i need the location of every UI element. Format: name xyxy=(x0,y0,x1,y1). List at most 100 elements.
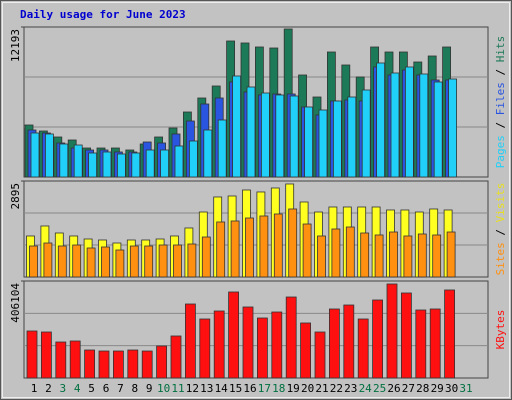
x-tick-label: 5 xyxy=(88,382,95,395)
bar xyxy=(158,244,168,278)
bar xyxy=(173,244,182,278)
x-tick-label: 19 xyxy=(287,382,300,395)
bar xyxy=(374,234,384,278)
bar xyxy=(357,318,369,379)
bar xyxy=(102,151,112,178)
bar xyxy=(446,231,456,278)
bar xyxy=(419,73,429,178)
bar xyxy=(156,345,168,379)
bar xyxy=(55,341,67,379)
bar xyxy=(144,245,154,278)
bar xyxy=(288,208,298,278)
bar xyxy=(372,299,384,379)
x-tick-label: 24 xyxy=(359,382,373,395)
bar xyxy=(30,132,40,178)
bar xyxy=(26,330,38,379)
bar xyxy=(242,306,254,379)
x-tick-label: 6 xyxy=(103,382,110,395)
legend-separator: / xyxy=(494,115,507,135)
x-tick-label: 18 xyxy=(272,382,285,395)
bar xyxy=(275,94,285,178)
legend: KBytes xyxy=(494,310,507,350)
bar xyxy=(101,246,110,278)
x-tick-label: 14 xyxy=(215,382,229,395)
bar xyxy=(448,78,458,178)
bar xyxy=(170,335,182,379)
bar xyxy=(328,308,340,379)
bar xyxy=(433,81,443,178)
bar xyxy=(113,350,124,379)
legend-entry: Pages xyxy=(494,135,507,168)
bar xyxy=(216,221,226,278)
bar xyxy=(160,149,170,178)
bar xyxy=(304,106,314,178)
bar xyxy=(141,350,153,379)
x-tick-label: 8 xyxy=(131,382,138,395)
bar xyxy=(131,152,141,178)
bar xyxy=(386,283,398,379)
bar xyxy=(199,318,211,379)
bar xyxy=(98,350,110,379)
x-tick-label: 29 xyxy=(431,382,444,395)
bar xyxy=(271,311,283,379)
bar xyxy=(403,235,413,278)
x-tick-label: 31 xyxy=(459,382,472,395)
bar xyxy=(232,75,242,178)
x-tick-label: 22 xyxy=(330,382,343,395)
chart-title: Daily usage for June 2023 xyxy=(20,8,186,21)
x-tick-label: 2 xyxy=(45,382,52,395)
x-tick-label: 13 xyxy=(200,382,213,395)
bar xyxy=(361,89,371,178)
bar xyxy=(400,292,412,379)
bar xyxy=(127,349,139,379)
x-tick-label: 17 xyxy=(258,382,271,395)
legend-separator: / xyxy=(494,222,507,242)
bar xyxy=(145,149,155,178)
bar xyxy=(417,233,427,278)
x-tick-label: 16 xyxy=(243,382,256,395)
y-tick-label: 12193 xyxy=(9,29,22,62)
bar xyxy=(404,66,414,178)
bar xyxy=(174,145,184,178)
bar xyxy=(228,291,240,379)
bar xyxy=(376,62,386,178)
legend-entry: Files xyxy=(494,82,507,115)
bar xyxy=(230,220,240,278)
x-tick-label: 26 xyxy=(387,382,400,395)
bar xyxy=(343,304,355,379)
bar xyxy=(389,231,398,278)
x-tick-label: 25 xyxy=(373,382,386,395)
bar xyxy=(360,232,370,278)
bar xyxy=(332,100,342,178)
bar xyxy=(285,296,297,379)
bar xyxy=(29,245,38,278)
bar xyxy=(432,234,442,278)
legend-entry: Visits xyxy=(494,183,507,223)
bar xyxy=(415,309,427,379)
bar xyxy=(217,119,227,178)
bar xyxy=(59,143,69,178)
x-tick-label: 21 xyxy=(315,382,328,395)
bar xyxy=(129,245,139,278)
bar xyxy=(318,109,328,178)
bar xyxy=(45,133,54,178)
bar xyxy=(72,244,82,278)
bar xyxy=(115,249,125,278)
bar xyxy=(84,349,95,379)
bar xyxy=(73,144,83,178)
bar xyxy=(345,226,355,278)
legend: Sites / Visits xyxy=(494,183,507,276)
x-tick-label: 12 xyxy=(186,382,199,395)
legend-entry: Hits xyxy=(494,36,507,63)
x-tick-label: 15 xyxy=(229,382,242,395)
legend-entry: Sites xyxy=(494,242,507,275)
bar xyxy=(429,308,441,379)
bar xyxy=(201,236,211,278)
x-tick-label: 23 xyxy=(344,382,357,395)
x-tick-label: 27 xyxy=(402,382,415,395)
bar xyxy=(184,303,196,379)
y-tick-label: 406104 xyxy=(9,283,22,323)
x-tick-label: 30 xyxy=(445,382,458,395)
bar xyxy=(273,213,283,278)
